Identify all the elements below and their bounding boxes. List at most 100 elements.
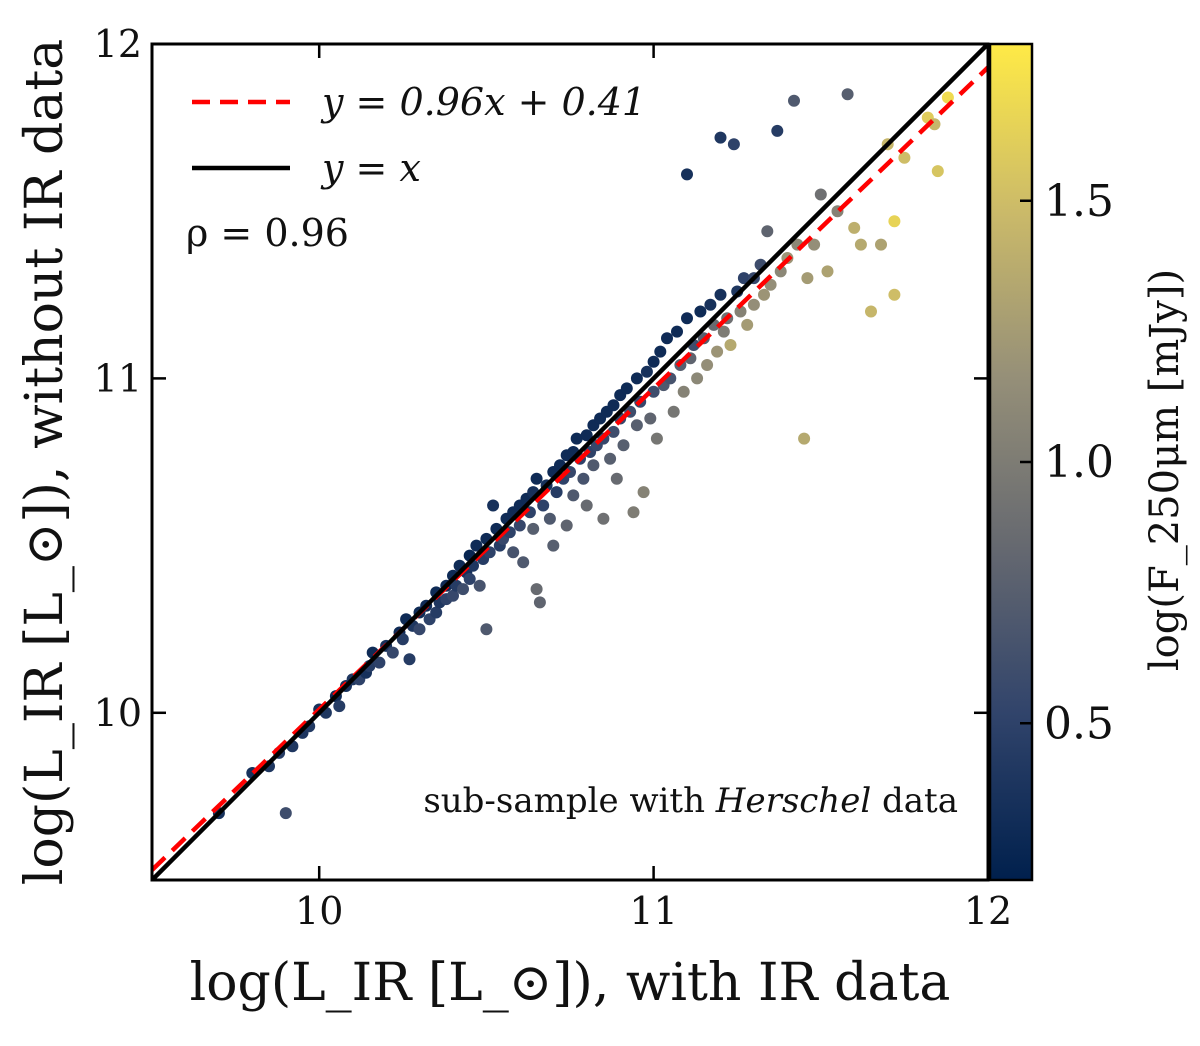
subsample-annotation: sub-sample with Herschel data xyxy=(423,781,958,821)
data-point-4 xyxy=(279,807,292,820)
data-point-132 xyxy=(714,288,727,301)
data-point-48 xyxy=(480,623,493,636)
data-point-136 xyxy=(724,339,737,351)
data-point-167 xyxy=(898,151,911,164)
data-point-137 xyxy=(727,138,740,151)
colorbar: 0.5 1.0 1.5 log(F_250μm [mJy]) xyxy=(988,42,1188,882)
data-point-153 xyxy=(798,432,811,445)
data-point-60 xyxy=(517,556,530,569)
data-point-101 xyxy=(620,382,633,395)
annotation-herschel: Herschel xyxy=(715,781,871,821)
data-point-120 xyxy=(677,385,690,398)
correlation-label: ρ = 0.96 xyxy=(186,211,349,255)
data-point-94 xyxy=(604,452,617,465)
y-tick-label-2: 12 xyxy=(94,22,142,66)
data-point-108 xyxy=(640,365,653,378)
data-point-22 xyxy=(396,633,409,646)
data-point-121 xyxy=(681,168,693,181)
data-point-165 xyxy=(888,215,901,228)
colorbar-tick-label-0: 0.5 xyxy=(1044,698,1114,749)
data-point-39 xyxy=(457,583,469,596)
data-point-126 xyxy=(694,305,707,318)
data-point-73 xyxy=(550,486,563,499)
data-point-163 xyxy=(875,238,887,251)
data-point-133 xyxy=(714,131,727,144)
x-tick-label-0: 10 xyxy=(295,889,343,933)
data-point-166 xyxy=(888,288,901,301)
data-point-157 xyxy=(821,265,834,278)
data-point-155 xyxy=(808,238,821,251)
data-point-72 xyxy=(547,539,560,552)
data-point-81 xyxy=(570,432,583,445)
data-point-66 xyxy=(530,583,543,596)
data-point-109 xyxy=(644,412,657,425)
colorbar-label: log(F_250μm [mJy]) xyxy=(1142,269,1188,671)
data-point-95 xyxy=(607,399,620,412)
annotation-suffix: data xyxy=(871,781,958,821)
legend-identity-label: y = x xyxy=(320,146,421,190)
data-point-27 xyxy=(413,623,426,636)
data-point-70 xyxy=(543,512,556,525)
data-point-139 xyxy=(734,305,747,318)
data-point-143 xyxy=(747,298,760,311)
colorbar-tick-label-2: 1.5 xyxy=(1044,176,1114,227)
data-point-24 xyxy=(403,653,416,666)
fit-line xyxy=(152,65,988,872)
data-point-11 xyxy=(333,700,346,713)
data-point-141 xyxy=(741,318,754,331)
data-point-145 xyxy=(758,288,770,301)
data-point-20 xyxy=(386,646,399,659)
data-point-111 xyxy=(647,385,660,398)
data-point-107 xyxy=(637,486,650,499)
data-point-100 xyxy=(617,439,630,452)
data-point-115 xyxy=(661,332,673,345)
y-tick-label-0: 10 xyxy=(94,691,142,735)
data-point-118 xyxy=(671,325,683,338)
data-point-59 xyxy=(513,519,526,532)
data-point-170 xyxy=(931,165,944,178)
identity-line xyxy=(152,44,988,880)
x-axis-label: log(L_IR [L_⊙]), with IR data xyxy=(190,953,951,1013)
data-point-45 xyxy=(473,579,486,592)
data-point-77 xyxy=(560,519,573,532)
data-point-103 xyxy=(627,506,640,519)
data-point-88 xyxy=(587,459,600,472)
y-axis-label: log(L_IR [L_⊙]), without IR data xyxy=(15,39,75,885)
data-point-112 xyxy=(650,432,663,445)
data-point-151 xyxy=(788,94,800,107)
data-point-97 xyxy=(610,472,623,485)
axis-ticks: 10 11 12 10 11 12 xyxy=(94,22,1013,933)
data-point-31 xyxy=(430,606,443,619)
data-point-156 xyxy=(814,188,827,201)
data-point-18 xyxy=(373,656,386,669)
y-tick-label-1: 11 xyxy=(94,356,142,400)
data-point-105 xyxy=(630,419,643,432)
data-point-65 xyxy=(530,472,543,485)
data-point-131 xyxy=(711,345,724,358)
data-point-129 xyxy=(704,298,717,311)
scatter-plot: 10 11 12 10 11 12 xyxy=(94,22,1013,933)
data-point-154 xyxy=(801,272,814,285)
data-point-57 xyxy=(507,546,520,559)
colorbar-tick-label-1: 1.0 xyxy=(1044,437,1114,488)
data-point-149 xyxy=(774,265,787,278)
reference-lines xyxy=(152,44,988,880)
data-point-117 xyxy=(667,405,680,418)
x-tick-label-1: 11 xyxy=(629,889,677,933)
data-point-36 xyxy=(447,589,459,602)
legend-fit-label: y = 0.96x + 0.41 xyxy=(320,80,646,124)
plot-frame xyxy=(150,42,990,882)
data-point-92 xyxy=(597,512,610,525)
data-point-85 xyxy=(580,499,593,512)
data-point-96 xyxy=(607,425,620,438)
data-point-148 xyxy=(771,124,784,137)
data-point-122 xyxy=(681,312,693,325)
data-point-64 xyxy=(527,522,540,535)
data-point-140 xyxy=(737,272,750,285)
data-point-80 xyxy=(567,489,580,502)
data-point-44 xyxy=(470,539,483,552)
data-point-159 xyxy=(841,88,854,101)
data-point-67 xyxy=(533,596,546,609)
annotation-prefix: sub-sample with xyxy=(423,781,715,821)
